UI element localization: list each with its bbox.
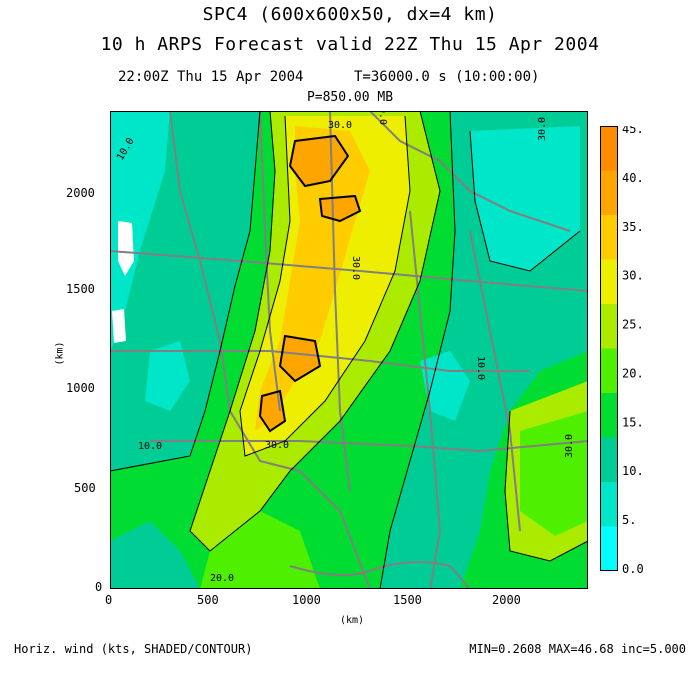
field-description: Horiz. wind (kts, SHADED/CONTOUR) xyxy=(14,642,253,656)
colorbar-swatch xyxy=(600,126,618,171)
y-axis-unit: (km) xyxy=(54,341,66,366)
contour-label: 30.0 xyxy=(564,434,575,458)
contour-label-group: 30.0 30.0 30.0 30.0 10.0 10.0 10.0 30.0 … xyxy=(115,111,575,584)
colorbar-label: 15. xyxy=(622,415,644,429)
title-line-2: 10 h ARPS Forecast valid 22Z Thu 15 Apr … xyxy=(100,34,600,55)
colorbar-swatch xyxy=(600,259,618,304)
colorbar-swatches xyxy=(600,126,618,571)
field-east-green xyxy=(520,411,588,536)
y-tick-label: 1000 xyxy=(66,381,95,395)
colorbar-label: 40. xyxy=(622,171,644,185)
colorbar-swatch xyxy=(600,437,618,482)
colorbar-label: 20. xyxy=(622,366,644,380)
contour-lines xyxy=(110,111,588,589)
contour-label: 10.0 xyxy=(475,356,486,380)
colorbar-frame xyxy=(600,126,618,571)
colorbar-label: 25. xyxy=(622,318,644,332)
title-line-1: SPC4 (600x600x50, dx=4 km) xyxy=(202,4,498,25)
wind-speed-map: 30.0 30.0 30.0 30.0 10.0 10.0 10.0 30.0 … xyxy=(110,111,588,589)
contour-label: 10.0 xyxy=(138,441,162,452)
colorbar-swatch xyxy=(600,482,618,527)
x-tick-label: 500 xyxy=(197,593,219,607)
field-west-calm-2 xyxy=(145,341,190,411)
colorbar-swatch xyxy=(600,348,618,393)
colorbar-labels: 45. 40. 35. 30. 25. 20. 15. 10. 5. 0.0 xyxy=(622,126,644,576)
colorbar-swatch xyxy=(600,170,618,215)
contour-label: 30.0 xyxy=(328,120,352,131)
plot-frame xyxy=(110,111,588,589)
colorbar-label: 0.0 xyxy=(622,562,644,576)
contour-label: 20.0 xyxy=(210,573,234,584)
field-south-wind xyxy=(200,511,320,589)
y-tick-label: 2000 xyxy=(66,186,95,200)
colorbar-label: 5. xyxy=(622,513,636,527)
colorbar-swatch xyxy=(600,526,618,571)
field-southwest xyxy=(110,521,200,589)
field-west-calm xyxy=(110,111,170,351)
colorbar-label: 10. xyxy=(622,464,644,478)
jet-max-south xyxy=(280,336,320,381)
colorbar-label: 30. xyxy=(622,269,644,283)
colorbar-swatch xyxy=(600,215,618,260)
x-tick-label: 1500 xyxy=(393,593,422,607)
x-tick-label: 0 xyxy=(105,593,113,607)
x-tick-label: 1000 xyxy=(292,593,321,607)
field-west-wind xyxy=(110,111,285,541)
pressure-level: P=850.00 MB xyxy=(306,90,394,105)
colorbar-swatch xyxy=(600,393,618,438)
field-stats: MIN=0.2608 MAX=46.68 inc=5.000 xyxy=(469,642,686,656)
jet-max-north xyxy=(290,136,348,186)
jet-max-mid xyxy=(320,196,360,221)
colorbar-label: 35. xyxy=(622,220,644,234)
valid-time-line: 22:00Z Thu 15 Apr 2004 T=36000.0 s (10:0… xyxy=(118,69,540,85)
y-tick-label: 500 xyxy=(74,481,96,495)
x-axis-unit: (km) xyxy=(340,615,365,626)
colorbar-swatch xyxy=(600,304,618,349)
x-tick-label: 2000 xyxy=(492,593,521,607)
field-west-white xyxy=(118,221,134,276)
contour-label: 30.0 xyxy=(537,117,548,141)
contour-label: 30.0 xyxy=(350,256,361,280)
colorbar-label: 45. xyxy=(622,126,644,136)
field-west-white-2 xyxy=(112,309,126,343)
field-east-calm xyxy=(470,126,580,271)
contour-label: 30.0 xyxy=(265,440,289,451)
contour-max xyxy=(258,134,362,433)
colorbar: 45. 40. 35. 30. 25. 20. 15. 10. 5. 0.0 xyxy=(600,126,644,576)
y-tick-label: 1500 xyxy=(66,282,95,296)
contour-label: 30.0 xyxy=(377,111,388,125)
y-tick-label: 0 xyxy=(95,580,103,594)
